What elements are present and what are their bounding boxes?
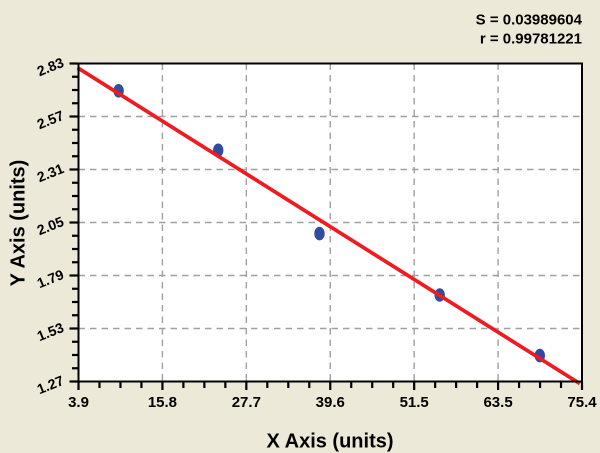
svg-text:2.57: 2.57 [35,107,66,132]
svg-text:15.8: 15.8 [148,394,177,411]
svg-text:1.79: 1.79 [35,266,66,291]
svg-text:S = 0.03989604: S = 0.03989604 [476,12,583,29]
svg-text:2.83: 2.83 [35,54,66,79]
svg-text:75.4: 75.4 [567,394,597,411]
svg-text:r = 0.99781221: r = 0.99781221 [480,31,582,48]
svg-text:2.05: 2.05 [35,213,66,238]
svg-text:39.6: 39.6 [316,394,345,411]
svg-text:51.5: 51.5 [400,394,429,411]
svg-text:1.27: 1.27 [35,372,66,397]
svg-text:X Axis (units): X Axis (units) [266,431,393,453]
svg-text:2.31: 2.31 [35,160,66,185]
svg-text:63.5: 63.5 [483,394,512,411]
svg-text:1.53: 1.53 [35,319,66,344]
svg-text:3.9: 3.9 [68,394,89,411]
svg-text:Y Axis (units): Y Axis (units) [8,160,30,287]
svg-text:27.7: 27.7 [232,394,261,411]
